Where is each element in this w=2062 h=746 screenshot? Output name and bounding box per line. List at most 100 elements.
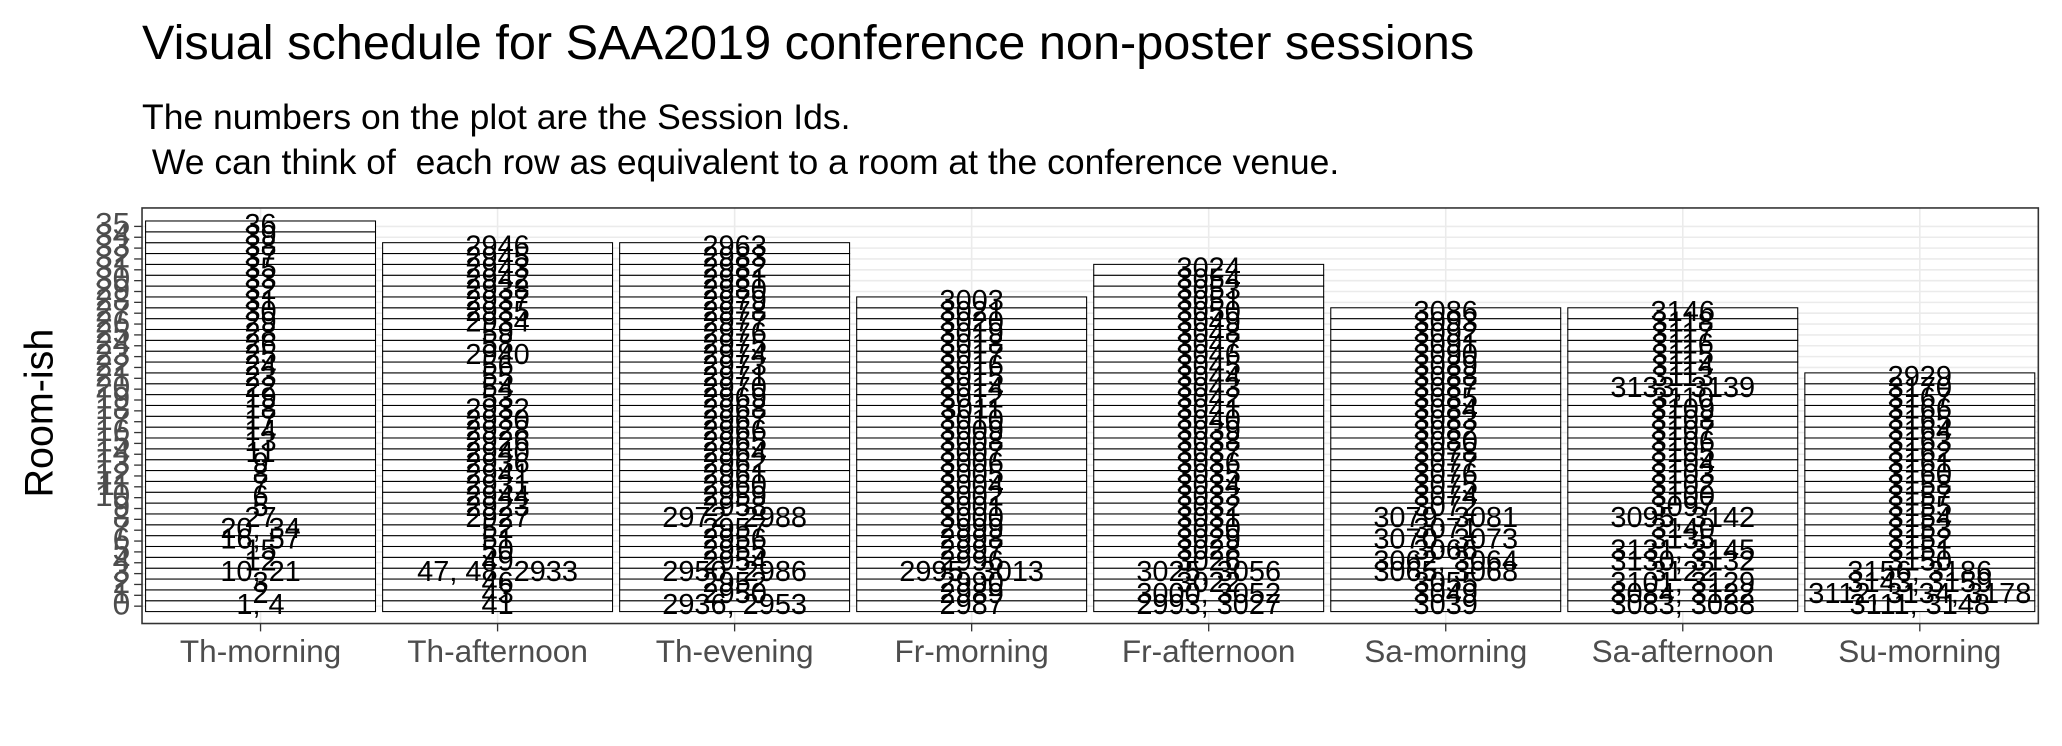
tile-label: 55	[481, 361, 513, 393]
tile-label: 2972, 2988	[662, 502, 807, 534]
tile-label: 3014	[939, 372, 1003, 404]
tile-label: 2926	[465, 426, 529, 458]
tile-label: 2960	[702, 469, 766, 501]
tile	[1330, 307, 1562, 320]
y-tick-label: 32	[95, 238, 130, 274]
tile-label: 36	[244, 209, 276, 241]
tile-label: 2998	[939, 524, 1003, 556]
tile-label: 29	[244, 307, 276, 339]
tile-label: 14	[244, 415, 276, 447]
tile-label: 3041	[1177, 393, 1241, 425]
y-tick-label: 26	[95, 303, 130, 339]
tile-label: 52	[481, 513, 513, 545]
tile-label: 3051	[1177, 285, 1241, 317]
tile-label: 3156, 3186	[1847, 556, 1992, 588]
chart-title: Visual schedule for SAA2019 conference n…	[142, 16, 1474, 70]
tile	[1567, 307, 1799, 320]
tile-label: 17	[244, 404, 276, 436]
tile-label: 3079, 3081	[1373, 502, 1518, 534]
tile-label: 2937	[465, 285, 529, 317]
tile-label: 10, 21	[220, 556, 300, 588]
tile-label: 3009	[939, 415, 1003, 447]
tile-label: 39	[244, 220, 276, 252]
y-tick-label: 23	[95, 336, 130, 372]
tile-label: 3088	[1414, 361, 1478, 393]
tile-label: 2978	[702, 296, 766, 328]
tile-label: 3065, 3068	[1373, 556, 1518, 588]
y-tick-label: 30	[95, 260, 130, 296]
tile-label: 3005	[939, 459, 1003, 491]
tile-label: 2940	[465, 339, 529, 371]
tile-label: 2969	[702, 383, 766, 415]
tile-label: 3024	[1177, 252, 1241, 284]
y-tick-label: 12	[95, 455, 130, 491]
tile-label: 3021	[939, 296, 1003, 328]
tile-label: 3007	[939, 437, 1003, 469]
tile-label: 3164	[1888, 415, 1952, 447]
tile-label: 18	[244, 393, 276, 425]
tile-label: 3075	[1414, 469, 1478, 501]
y-tick-label: 6	[113, 520, 131, 556]
tile-label: 3161	[1888, 448, 1952, 480]
tile-label: 3037	[1177, 437, 1241, 469]
tile-label: 2967	[702, 404, 766, 436]
tile-label: 3154	[1888, 502, 1952, 534]
tile-label: 2990	[939, 567, 1003, 599]
tile-label: 3039	[1177, 415, 1241, 447]
tile-label: 2996	[939, 545, 1003, 577]
tile-label: 3103	[1651, 459, 1715, 491]
y-tick-label: 9	[113, 488, 131, 524]
tile-label: 3055	[1414, 567, 1478, 599]
tile-label: 6	[252, 480, 268, 512]
tile-label: 2955	[702, 535, 766, 567]
tile-label: 2957	[702, 513, 766, 545]
tile-label: 2959	[702, 480, 766, 512]
tile-label: 3040	[1177, 404, 1241, 436]
x-tick-label: Th-evening	[656, 633, 814, 669]
tile-label: 3082	[1414, 415, 1478, 447]
tile-label: 3016	[939, 350, 1003, 382]
tile-label: 2981	[702, 263, 766, 295]
x-tick-label: Sa-morning	[1364, 633, 1527, 669]
x-tick-label: Su-morning	[1838, 633, 2001, 669]
y-tick-label: 11	[97, 466, 130, 502]
tile-label: 3084, 3122	[1610, 578, 1755, 610]
tile-label: 3015	[939, 361, 1003, 393]
tile-label: 2966	[702, 415, 766, 447]
tile-label: 2989	[939, 578, 1003, 610]
tile-label: 3006	[939, 448, 1003, 480]
x-tick-label: Fr-morning	[895, 633, 1049, 669]
y-tick-label: 15	[95, 423, 130, 459]
tile-label: 3076	[1414, 459, 1478, 491]
tile-label: 3084	[1414, 393, 1478, 425]
tile-label: 2941	[465, 459, 529, 491]
tile-label: 3117	[1652, 318, 1714, 350]
tile-label: 3092	[1414, 318, 1478, 350]
tile-label: 3107	[1651, 415, 1715, 447]
y-tick-label: 18	[95, 390, 130, 426]
tile-label: 3000	[939, 502, 1003, 534]
tile-label: 3077	[1414, 448, 1478, 480]
tile-label: 3091	[1414, 328, 1478, 360]
tile-label: 3010	[939, 404, 1003, 436]
tile-label: 2974	[702, 339, 766, 371]
tile-label: 3143, 3159	[1847, 567, 1992, 599]
tile-label: 2956	[702, 524, 766, 556]
tile-label: 3110	[1652, 383, 1714, 415]
x-tick-label: Th-morning	[180, 633, 341, 669]
tile-label: 3097	[1651, 491, 1715, 523]
tile-label: 3166	[1888, 393, 1952, 425]
tile-label: 2963	[702, 231, 766, 263]
tile-label: 3101, 3129	[1610, 567, 1755, 599]
tile-label: 3155	[1888, 491, 1952, 523]
tile-label: 3031	[1177, 502, 1241, 534]
tile-label: 2964	[702, 437, 766, 469]
tile-label: 3032	[1177, 491, 1241, 523]
tile-label: 3030	[1177, 513, 1241, 545]
tile-label: 2993, 3027	[1136, 589, 1281, 621]
tile-label: 2952	[702, 567, 766, 599]
panel-border	[141, 207, 2040, 625]
y-tick-label: 14	[95, 434, 130, 470]
tile-label: 56	[481, 350, 513, 382]
